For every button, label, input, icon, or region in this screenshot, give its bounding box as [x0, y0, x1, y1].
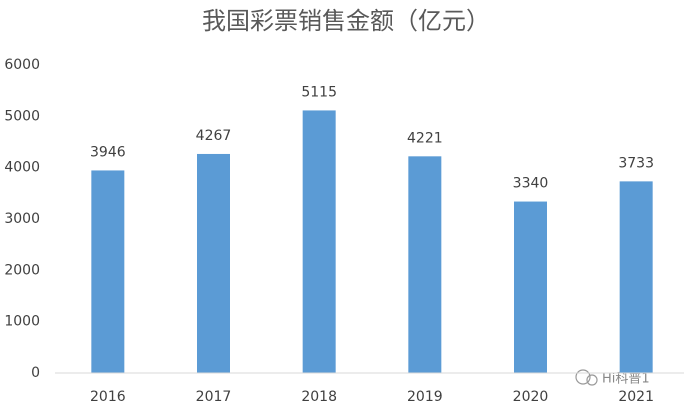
- value-label: 4267: [196, 128, 232, 144]
- value-label: 5115: [301, 84, 337, 100]
- watermark-icon: [575, 369, 591, 385]
- x-tick-label: 2018: [301, 389, 337, 405]
- bar: [514, 201, 547, 373]
- y-tick-label: 4000: [4, 160, 40, 176]
- y-tick-label: 2000: [4, 262, 40, 278]
- y-tick-label: 5000: [4, 108, 40, 124]
- bar: [619, 181, 653, 373]
- watermark-text: Hi科普1: [602, 372, 650, 387]
- x-tick-label: 2020: [513, 389, 549, 405]
- x-tick-label: 2017: [196, 389, 232, 405]
- value-label: 3733: [618, 155, 654, 171]
- y-tick-label: 1000: [4, 314, 40, 330]
- value-label: 3340: [513, 176, 549, 192]
- bar: [91, 170, 125, 373]
- x-tick-label: 2019: [407, 389, 443, 405]
- y-tick-label: 6000: [4, 57, 40, 73]
- bar: [302, 110, 336, 374]
- chart-title: 我国彩票销售金额（亿元）: [202, 7, 490, 35]
- watermark-icon: [586, 374, 598, 386]
- value-label: 4221: [407, 130, 443, 146]
- watermark: Hi科普1: [575, 369, 650, 387]
- x-tick-label: 2016: [90, 389, 126, 405]
- bar: [197, 153, 230, 373]
- x-tick-label: 2021: [618, 389, 654, 405]
- value-label: 3946: [90, 144, 126, 160]
- y-tick-label: 0: [31, 365, 40, 381]
- y-tick-label: 3000: [4, 211, 40, 227]
- bar: [408, 156, 442, 373]
